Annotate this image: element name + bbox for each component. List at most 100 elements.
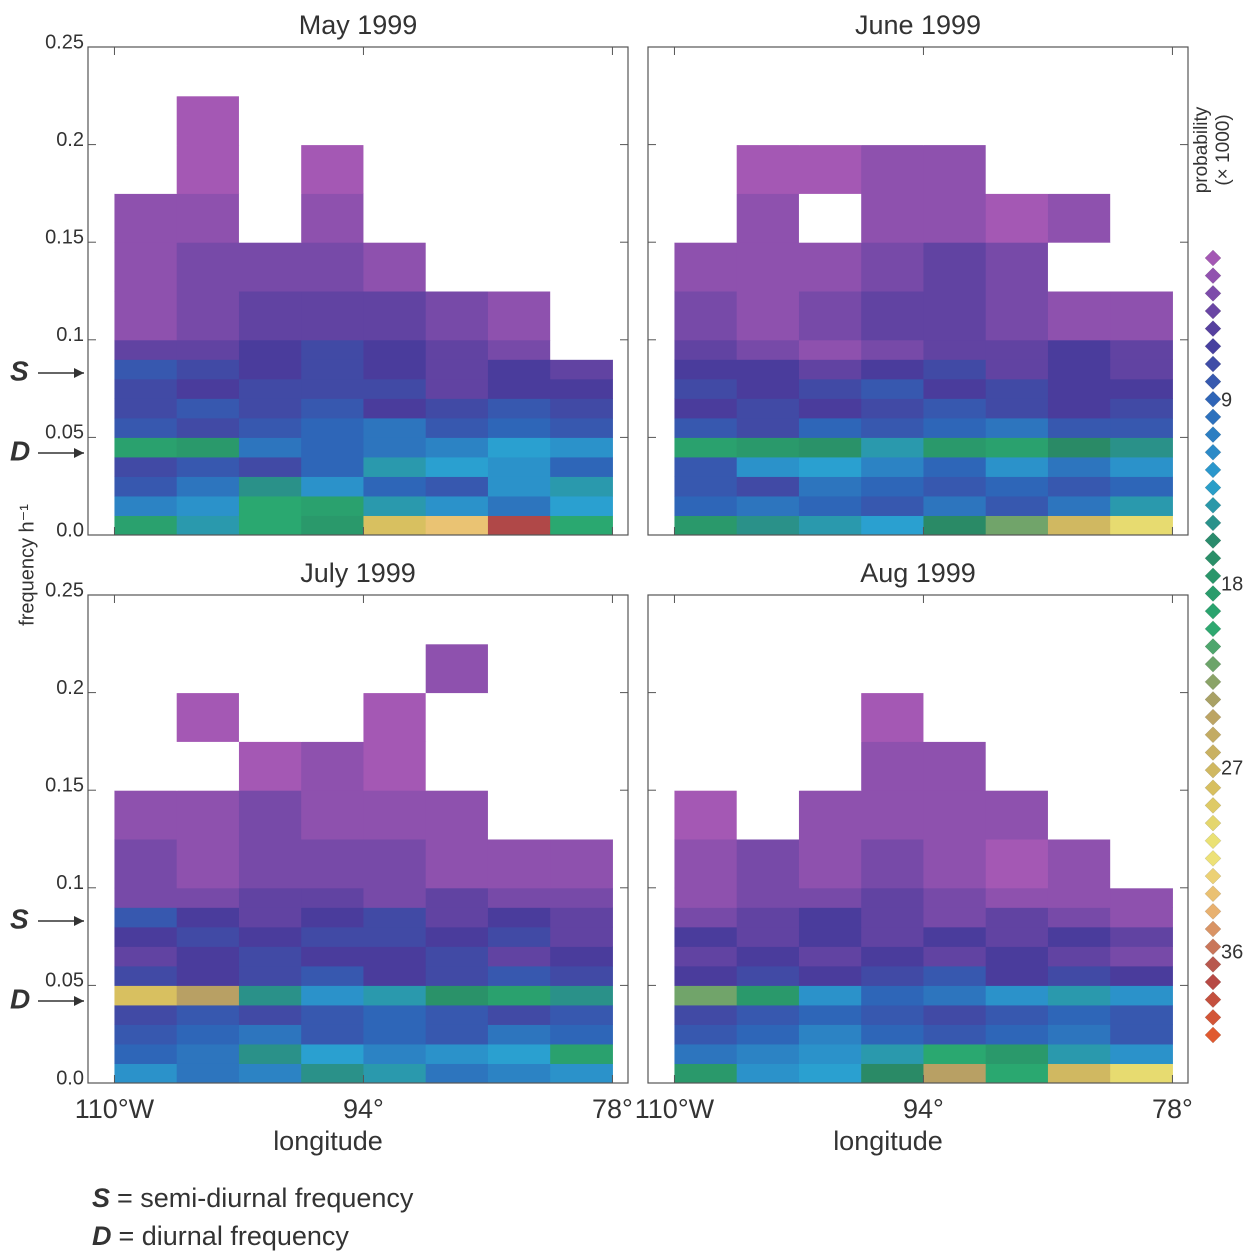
colorbar-swatch (1204, 620, 1222, 638)
heat-cell (923, 495, 987, 516)
colorbar-swatch (1204, 691, 1222, 708)
heat-cell (238, 790, 302, 840)
heat-cell (301, 643, 364, 694)
heat-cell (674, 417, 738, 438)
heat-cell (487, 839, 551, 889)
heat-cell (923, 741, 987, 791)
heat-cell (363, 790, 427, 840)
heat-cell (1110, 193, 1173, 243)
heat-cell (176, 193, 240, 243)
heat-cell (425, 887, 489, 908)
heat-cell (550, 456, 613, 477)
heat-cell (798, 790, 862, 840)
colorbar-title: probability (1191, 106, 1212, 193)
heat-cell (425, 242, 489, 292)
heat-cell (736, 417, 800, 438)
colorbar-swatch (1204, 920, 1222, 938)
heat-cell (798, 47, 862, 97)
heat-cell (301, 47, 364, 97)
heat-cell (798, 1063, 862, 1084)
heat-cell (176, 790, 240, 840)
heat-cell (923, 95, 987, 146)
colorbar-swatch (1204, 479, 1222, 496)
heat-cell (550, 790, 613, 840)
heat-cell (425, 985, 489, 1006)
heat-cell (425, 643, 489, 694)
heat-cell (176, 47, 240, 97)
heat-cell (176, 692, 240, 742)
heat-cell (425, 741, 489, 791)
heat-cell (736, 839, 800, 889)
heat-cell (238, 595, 302, 645)
heat-cell (674, 839, 738, 889)
heat-cell (238, 193, 302, 243)
heat-cell (1047, 907, 1111, 928)
heat-cell (550, 144, 613, 194)
heat-cell (1110, 839, 1173, 889)
colorbar-swatch (1204, 408, 1222, 426)
heat-cell (798, 887, 862, 908)
colorbar-swatch (1204, 249, 1222, 267)
heat-cell (923, 946, 987, 967)
colorbar-swatch (1204, 761, 1222, 779)
heat-cell (1110, 692, 1173, 742)
heat-cell (674, 1043, 738, 1064)
heat-cell (1110, 887, 1173, 908)
heat-cell (425, 437, 489, 458)
heat-cell (363, 515, 427, 536)
heat-cell (861, 515, 924, 536)
colorbar-tick-label: 27 (1221, 757, 1243, 779)
heat-cell (550, 643, 613, 694)
heat-cell (550, 359, 613, 380)
heat-cell (550, 965, 613, 986)
panel-title: June 1999 (855, 10, 981, 40)
colorbar-swatch (1204, 814, 1222, 832)
heat-cell (1110, 398, 1173, 419)
heat-cell (176, 359, 240, 380)
y-tick-label: 0.25 (45, 579, 84, 601)
heat-cell (861, 985, 924, 1006)
heat-cell (363, 417, 427, 438)
heat-cell (238, 926, 302, 947)
heat-cell (550, 242, 613, 292)
heat-cell (363, 595, 427, 645)
heat-cell (923, 417, 987, 438)
heat-cell (1047, 946, 1111, 967)
heat-cell (301, 1043, 364, 1064)
colorbar-swatch (1204, 514, 1222, 532)
heat-cell (798, 495, 862, 516)
heat-cell (985, 95, 1049, 146)
colorbar-swatch (1204, 1026, 1222, 1044)
heat-cell (363, 456, 427, 477)
heat-cell (923, 926, 987, 947)
colorbar-swatch (1204, 320, 1222, 337)
heat-cell (176, 1043, 240, 1064)
heat-cell (114, 790, 178, 840)
heat-cell (736, 946, 800, 967)
heat-cell (550, 378, 613, 399)
heat-cell (176, 946, 240, 967)
heat-cell (176, 643, 240, 694)
heat-cell (674, 643, 738, 694)
colorbar-swatch (1204, 532, 1222, 549)
heat-cell (487, 1063, 551, 1084)
panel-title: July 1999 (300, 558, 416, 588)
heat-cell (1047, 47, 1111, 97)
heat-cell (736, 1043, 800, 1064)
heat-cell (425, 359, 489, 380)
heat-cell (114, 965, 178, 986)
heat-cell (1047, 887, 1111, 908)
heat-cell (674, 965, 738, 986)
heat-cell (861, 359, 924, 380)
heat-cell (736, 595, 800, 645)
heat-cell (114, 476, 178, 497)
heat-cell (985, 47, 1049, 97)
heat-cell (176, 907, 240, 928)
heat-cell (923, 378, 987, 399)
heat-cell (363, 1043, 427, 1064)
heat-cell (550, 193, 613, 243)
heat-cell (487, 398, 551, 419)
heat-cell (114, 887, 178, 908)
heat-cell (674, 476, 738, 497)
x-tick-label: 94° (903, 1094, 944, 1124)
